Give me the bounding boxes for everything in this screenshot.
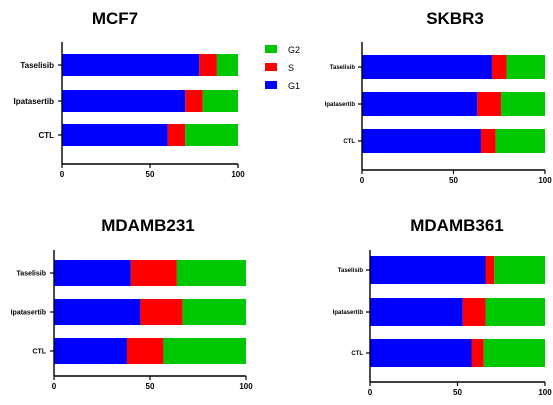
bar-ctl-g1 bbox=[370, 339, 472, 367]
bar-ipatasertib-g2 bbox=[501, 92, 545, 116]
bar-taselisib-g2 bbox=[176, 260, 246, 286]
x-tick-label: 0 bbox=[60, 170, 65, 179]
bar-ctl-s bbox=[471, 339, 484, 367]
category-label: Taselisib bbox=[20, 61, 54, 70]
bar-taselisib-g2 bbox=[506, 55, 545, 79]
legend-label-s: S bbox=[288, 63, 294, 73]
category-label: Ipatasertib bbox=[333, 310, 364, 316]
bar-ctl-g2 bbox=[495, 129, 545, 153]
category-label: CTL bbox=[343, 139, 355, 145]
category-label: Taselisib bbox=[330, 65, 356, 71]
bar-taselisib-g1 bbox=[54, 260, 131, 286]
x-tick-label: 100 bbox=[231, 170, 245, 179]
x-tick-label: 100 bbox=[239, 382, 253, 391]
chart-title: MCF7 bbox=[92, 9, 138, 28]
x-tick-label: 50 bbox=[146, 170, 155, 179]
bar-taselisib-s bbox=[130, 260, 177, 286]
x-tick-label: 50 bbox=[453, 388, 462, 397]
panels: MCF7 Taselisib Ipatasertib CTL 0 50 100 SKBR3 Ta… bbox=[11, 9, 553, 397]
category-label: CTL bbox=[32, 348, 46, 355]
bar-ctl-g1 bbox=[54, 338, 127, 364]
x-tick-label: 0 bbox=[52, 382, 57, 391]
bar-taselisib-g1 bbox=[362, 55, 492, 79]
bar-taselisib-s bbox=[491, 55, 507, 79]
bar-ipatasertib-s bbox=[462, 298, 486, 326]
x-tick-label: 100 bbox=[538, 176, 552, 185]
bar-ipatasertib-g2 bbox=[202, 90, 238, 112]
chart-panel-mcf7: MCF7 Taselisib Ipatasertib CTL 0 50 100 bbox=[14, 9, 246, 179]
bar-ipatasertib-g1 bbox=[370, 298, 463, 326]
category-label: Taselisib bbox=[17, 270, 46, 277]
bar-ipatasertib-g2 bbox=[182, 299, 246, 325]
bar-taselisib-s bbox=[199, 54, 217, 76]
legend-swatch-g2 bbox=[265, 45, 277, 53]
x-tick-label: 0 bbox=[368, 388, 373, 397]
x-tick-label: 100 bbox=[538, 388, 552, 397]
chart-title: SKBR3 bbox=[426, 9, 484, 28]
bar-taselisib-g1 bbox=[62, 54, 200, 76]
bar-ipatasertib-g1 bbox=[362, 92, 478, 116]
category-label: Ipatasertib bbox=[11, 309, 46, 316]
chart-title: MDAMB361 bbox=[410, 216, 504, 235]
x-tick-label: 50 bbox=[146, 382, 155, 391]
bar-ipatasertib-g2 bbox=[485, 298, 545, 326]
bar-ctl-g2 bbox=[185, 124, 238, 146]
category-label: Ipatasertib bbox=[325, 102, 356, 108]
legend-swatch-s bbox=[265, 63, 277, 71]
legend-label-g1: G1 bbox=[288, 81, 300, 91]
chart-panel-mdamb231: MDAMB231 Taselisib Ipatasertib CTL 0 50 100 bbox=[11, 216, 254, 391]
bar-ctl-s bbox=[126, 338, 164, 364]
bar-ipatasertib-s bbox=[185, 90, 203, 112]
x-tick-label: 0 bbox=[360, 176, 365, 185]
bar-ctl-s bbox=[480, 129, 496, 153]
bar-taselisib-s bbox=[485, 256, 495, 284]
chart-panel-skbr3: SKBR3 Taselisib Ipatasertib CTL 0 50 100 bbox=[325, 9, 553, 185]
chart-title: MDAMB231 bbox=[101, 216, 195, 235]
category-label: CTL bbox=[38, 131, 54, 140]
chart-panel-mdamb361: MDAMB361 Taselisib Ipatasertib CTL 0 50 100 bbox=[333, 216, 553, 397]
bar-ipatasertib-g1 bbox=[54, 299, 141, 325]
bar-ctl-s bbox=[167, 124, 186, 146]
x-tick-label: 50 bbox=[449, 176, 458, 185]
bar-ctl-g2 bbox=[483, 339, 545, 367]
bar-taselisib-g2 bbox=[216, 54, 238, 76]
category-label: CTL bbox=[351, 351, 363, 357]
bar-ctl-g1 bbox=[62, 124, 168, 146]
bar-ctl-g1 bbox=[362, 129, 481, 153]
bar-ipatasertib-g1 bbox=[62, 90, 186, 112]
legend-swatch-g1 bbox=[265, 81, 277, 89]
category-label: Ipatasertib bbox=[14, 97, 55, 106]
legend-label-g2: G2 bbox=[288, 45, 300, 55]
bar-ctl-g2 bbox=[163, 338, 246, 364]
legend: G2 S G1 bbox=[265, 45, 300, 91]
bar-taselisib-g2 bbox=[494, 256, 545, 284]
bar-taselisib-g1 bbox=[370, 256, 486, 284]
category-label: Taselisib bbox=[338, 268, 364, 274]
bar-ipatasertib-s bbox=[140, 299, 183, 325]
bar-ipatasertib-s bbox=[477, 92, 502, 116]
